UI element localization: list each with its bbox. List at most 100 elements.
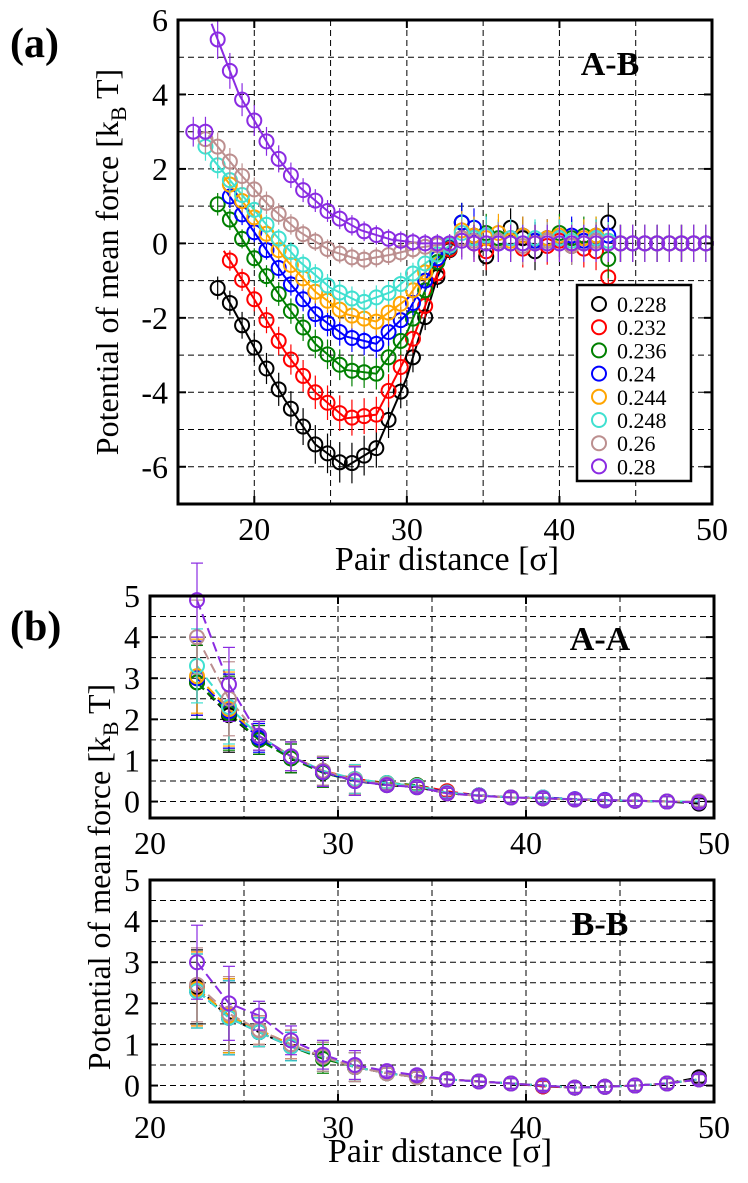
marker-0.28 bbox=[408, 779, 425, 796]
marker-0.28 bbox=[690, 794, 707, 811]
marker-0.24 bbox=[307, 306, 324, 323]
y-tick-label: 2 bbox=[124, 701, 140, 737]
marker-0.26 bbox=[307, 233, 324, 250]
x-tick-label: 20 bbox=[134, 825, 166, 861]
marker-0.26 bbox=[282, 216, 299, 233]
marker-0.28 bbox=[314, 1046, 331, 1063]
x-tick-label: 50 bbox=[696, 511, 728, 547]
marker-0.248 bbox=[258, 216, 275, 233]
series-line-0.28 bbox=[196, 961, 700, 1089]
marker-0.28 bbox=[234, 91, 251, 108]
y-axis-label-b: Potential of mean force [kB T] bbox=[81, 684, 123, 1070]
panel-label-a: (a) bbox=[10, 21, 59, 67]
panel-b-bb: 20 30 40 50 0 1 2 3 4 5 B-B Pair distance [σ] bbox=[124, 862, 730, 1170]
legend-label: 0.244 bbox=[617, 385, 667, 410]
x-tick-label: 20 bbox=[238, 511, 270, 547]
marker-0.248 bbox=[270, 230, 287, 247]
y-tick-label: 4 bbox=[152, 76, 168, 112]
marker-0.28 bbox=[465, 235, 482, 252]
x-tick-label: 30 bbox=[322, 825, 354, 861]
marker-0.232 bbox=[221, 252, 238, 269]
marker-0.228 bbox=[331, 454, 348, 471]
marker-0.236 bbox=[356, 364, 373, 381]
marker-0.244 bbox=[392, 295, 409, 312]
marker-0.28 bbox=[404, 234, 421, 251]
data-markers bbox=[189, 562, 707, 812]
marker-0.228 bbox=[246, 339, 263, 356]
marker-0.28 bbox=[502, 789, 519, 806]
marker-0.236 bbox=[295, 319, 312, 336]
plot-frame bbox=[176, 18, 714, 506]
x-tick-label: 20 bbox=[134, 1109, 166, 1145]
marker-0.248 bbox=[282, 243, 299, 260]
marker-0.28 bbox=[575, 235, 592, 252]
marker-0.28 bbox=[527, 235, 544, 252]
marker-0.28 bbox=[563, 235, 580, 252]
marker-0.28 bbox=[209, 31, 226, 48]
marker-0.228 bbox=[343, 455, 360, 472]
marker-0.28 bbox=[331, 210, 348, 227]
marker-0.232 bbox=[356, 408, 373, 425]
marker-0.28 bbox=[439, 1071, 456, 1088]
marker-0.232 bbox=[343, 409, 360, 426]
grid-lines bbox=[150, 880, 714, 1102]
panel-label-b: (b) bbox=[10, 604, 61, 650]
plot-frame bbox=[148, 878, 716, 1104]
marker-0.28 bbox=[307, 192, 324, 209]
x-tick-label: 30 bbox=[322, 1109, 354, 1145]
marker-0.28 bbox=[627, 1077, 644, 1094]
y-tick-label: 0 bbox=[124, 784, 140, 820]
marker-0.232 bbox=[234, 271, 251, 288]
legend-marker-0.248 bbox=[591, 412, 607, 428]
marker-0.28 bbox=[429, 235, 446, 252]
y-axis-label-a: Potential of mean force [kB T] bbox=[89, 69, 131, 455]
marker-0.228 bbox=[319, 445, 336, 462]
y-tick-label: 4 bbox=[124, 903, 140, 939]
marker-0.26 bbox=[258, 194, 275, 211]
marker-0.28 bbox=[258, 133, 275, 150]
marker-0.28 bbox=[282, 167, 299, 184]
marker-0.28 bbox=[596, 792, 613, 809]
marker-0.28 bbox=[283, 748, 299, 765]
marker-0.28 bbox=[478, 235, 495, 252]
marker-0.248 bbox=[392, 275, 409, 292]
marker-0.24 bbox=[343, 329, 360, 346]
marker-0.232 bbox=[319, 394, 336, 411]
x-tick-label: 50 bbox=[698, 825, 730, 861]
marker-0.28 bbox=[612, 235, 629, 252]
marker-0.28 bbox=[600, 235, 617, 252]
y-tick-label: 2 bbox=[152, 151, 168, 187]
marker-0.236 bbox=[246, 250, 263, 267]
y-tick-label: -2 bbox=[141, 300, 168, 336]
y-tick-label: 1 bbox=[124, 742, 140, 778]
x-tick-label: 30 bbox=[391, 511, 423, 547]
marker-0.232 bbox=[392, 358, 409, 375]
legend-label: 0.232 bbox=[617, 315, 667, 340]
marker-0.232 bbox=[368, 406, 385, 423]
legend-label: 0.24 bbox=[617, 362, 656, 387]
marker-0.236 bbox=[234, 230, 251, 247]
marker-0.28 bbox=[417, 235, 434, 252]
marker-0.236 bbox=[270, 286, 287, 303]
y-tick-label: 4 bbox=[124, 619, 140, 655]
marker-0.236 bbox=[368, 365, 385, 382]
marker-0.228 bbox=[295, 418, 312, 435]
y-tick-label: 0 bbox=[124, 1068, 140, 1104]
marker-0.26 bbox=[295, 226, 312, 243]
x-tick-label: 40 bbox=[510, 825, 542, 861]
panel-title-aa: A-A bbox=[570, 621, 631, 658]
marker-0.24 bbox=[295, 291, 312, 308]
marker-0.24 bbox=[270, 259, 287, 276]
legend-marker-0.228 bbox=[591, 296, 607, 312]
marker-0.28 bbox=[659, 793, 675, 810]
grid-lines bbox=[150, 596, 714, 818]
legend-label: 0.248 bbox=[617, 408, 667, 433]
y-tick-label: 3 bbox=[124, 660, 140, 696]
marker-0.228 bbox=[221, 294, 238, 311]
marker-0.244 bbox=[380, 304, 397, 321]
legend-label: 0.28 bbox=[617, 454, 656, 479]
marker-0.28 bbox=[502, 235, 519, 252]
marker-0.28 bbox=[346, 1057, 363, 1073]
